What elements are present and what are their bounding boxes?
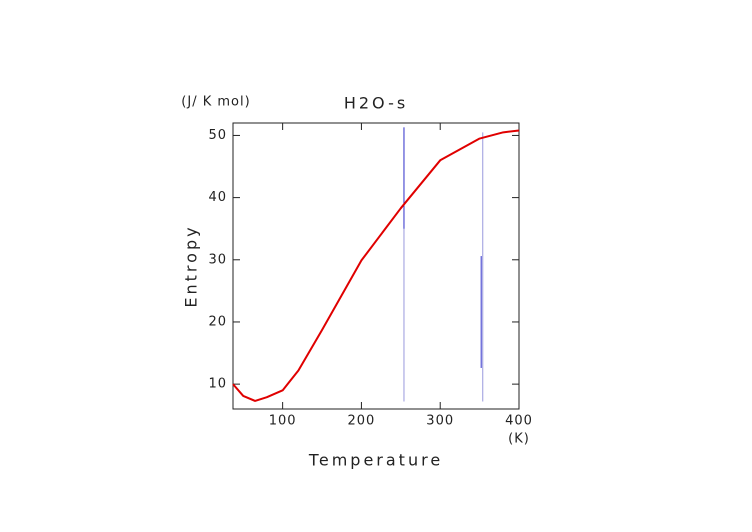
- y-tick-label: 50: [208, 128, 227, 143]
- y-tick-label: 40: [208, 190, 227, 205]
- x-tick-label: 200: [348, 414, 376, 429]
- y-unit: (J/ K mol): [181, 95, 250, 110]
- x-tick-label: 300: [426, 414, 454, 429]
- y-tick-label: 30: [208, 252, 227, 267]
- line: [232, 129, 520, 402]
- y-tick-label: 10: [208, 377, 227, 392]
- x-tick-label: 100: [269, 414, 297, 429]
- x-axis-label: Temperature: [308, 451, 443, 470]
- x-tick-label: 400: [505, 414, 533, 429]
- plot-frame: [232, 122, 520, 410]
- x-unit: (K): [508, 432, 530, 447]
- y-tick-label: 20: [208, 314, 227, 329]
- y-axis-label: Entropy: [182, 224, 201, 307]
- chart-title: H2O-s: [344, 94, 408, 113]
